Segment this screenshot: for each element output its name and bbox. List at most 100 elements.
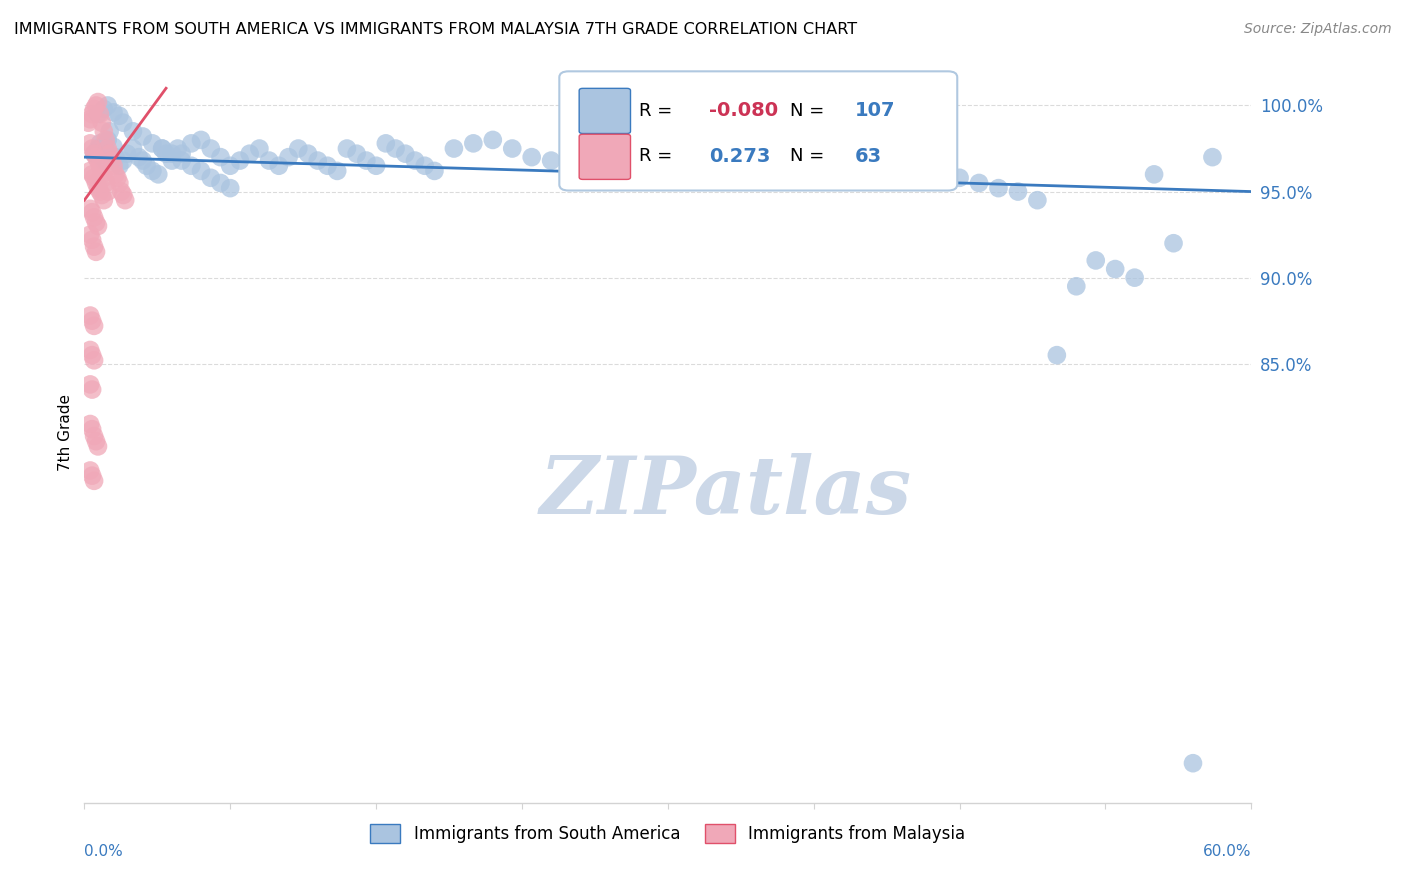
Point — [135, 159, 157, 173]
Point — [87, 95, 110, 109]
Point — [287, 142, 309, 156]
Point — [734, 142, 756, 156]
Text: Source: ZipAtlas.com: Source: ZipAtlas.com — [1244, 22, 1392, 37]
Point — [79, 164, 101, 178]
Point — [84, 216, 107, 230]
Point — [150, 142, 173, 156]
Point — [93, 170, 115, 185]
Point — [79, 343, 101, 357]
Point — [87, 153, 110, 168]
Point — [93, 193, 115, 207]
Point — [82, 233, 104, 247]
Point — [107, 170, 129, 185]
Point — [83, 474, 105, 488]
Text: N =: N = — [790, 102, 825, 120]
FancyBboxPatch shape — [579, 88, 630, 134]
Point — [112, 153, 135, 168]
Point — [82, 314, 104, 328]
Point — [637, 136, 659, 151]
Point — [326, 164, 349, 178]
Point — [190, 133, 212, 147]
Point — [793, 159, 815, 173]
Point — [160, 153, 183, 168]
Point — [1104, 262, 1126, 277]
Point — [82, 348, 104, 362]
Point — [132, 153, 155, 168]
Point — [413, 159, 436, 173]
Point — [83, 353, 105, 368]
FancyBboxPatch shape — [579, 135, 630, 179]
Point — [83, 240, 105, 254]
Point — [104, 150, 127, 164]
Point — [94, 176, 117, 190]
Point — [115, 146, 138, 161]
Point — [851, 129, 873, 144]
Point — [257, 153, 280, 168]
Point — [356, 153, 378, 168]
Text: 0.273: 0.273 — [709, 147, 770, 166]
Text: R =: R = — [638, 147, 672, 165]
Point — [93, 102, 115, 116]
Point — [394, 146, 416, 161]
Point — [890, 133, 912, 147]
Point — [128, 150, 150, 164]
Point — [90, 167, 112, 181]
Point — [98, 146, 121, 161]
Point — [443, 142, 465, 156]
Point — [141, 136, 163, 151]
Text: 60.0%: 60.0% — [1204, 844, 1251, 858]
Point — [520, 150, 543, 164]
Text: IMMIGRANTS FROM SOUTH AMERICA VS IMMIGRANTS FROM MALAYSIA 7TH GRADE CORRELATION : IMMIGRANTS FROM SOUTH AMERICA VS IMMIGRA… — [14, 22, 858, 37]
Point — [599, 133, 621, 147]
Point — [170, 146, 193, 161]
Point — [112, 188, 135, 202]
Point — [77, 116, 100, 130]
Point — [79, 227, 101, 242]
Point — [696, 133, 718, 147]
Point — [501, 142, 523, 156]
Text: 0.0%: 0.0% — [84, 844, 124, 858]
Point — [79, 417, 101, 431]
Point — [716, 129, 738, 144]
Point — [108, 109, 131, 123]
Point — [79, 202, 101, 216]
Point — [87, 439, 110, 453]
Point — [1163, 236, 1185, 251]
Point — [114, 193, 136, 207]
Point — [103, 159, 125, 173]
Point — [249, 142, 271, 156]
Legend: Immigrants from South America, Immigrants from Malaysia: Immigrants from South America, Immigrant… — [364, 817, 972, 850]
Point — [150, 142, 173, 156]
Point — [83, 429, 105, 443]
Point — [949, 170, 972, 185]
Point — [832, 133, 855, 147]
Point — [219, 159, 242, 173]
Point — [90, 116, 112, 130]
Point — [93, 153, 115, 168]
Point — [657, 142, 679, 156]
Point — [929, 167, 952, 181]
Point — [132, 129, 155, 144]
Point — [297, 146, 319, 161]
Point — [1046, 348, 1069, 362]
Point — [200, 142, 222, 156]
Point — [366, 159, 388, 173]
Point — [103, 105, 125, 120]
Point — [84, 434, 107, 449]
Point — [617, 124, 640, 138]
Point — [180, 136, 202, 151]
Point — [1181, 756, 1204, 771]
Point — [336, 142, 359, 156]
Point — [79, 463, 101, 477]
Point — [112, 116, 135, 130]
Point — [100, 153, 122, 168]
Point — [104, 167, 127, 181]
Point — [94, 143, 117, 157]
Point — [83, 146, 105, 161]
Point — [87, 107, 110, 121]
Point — [122, 124, 145, 138]
Point — [316, 159, 339, 173]
Point — [1143, 167, 1166, 181]
Point — [83, 146, 105, 161]
Point — [1066, 279, 1088, 293]
